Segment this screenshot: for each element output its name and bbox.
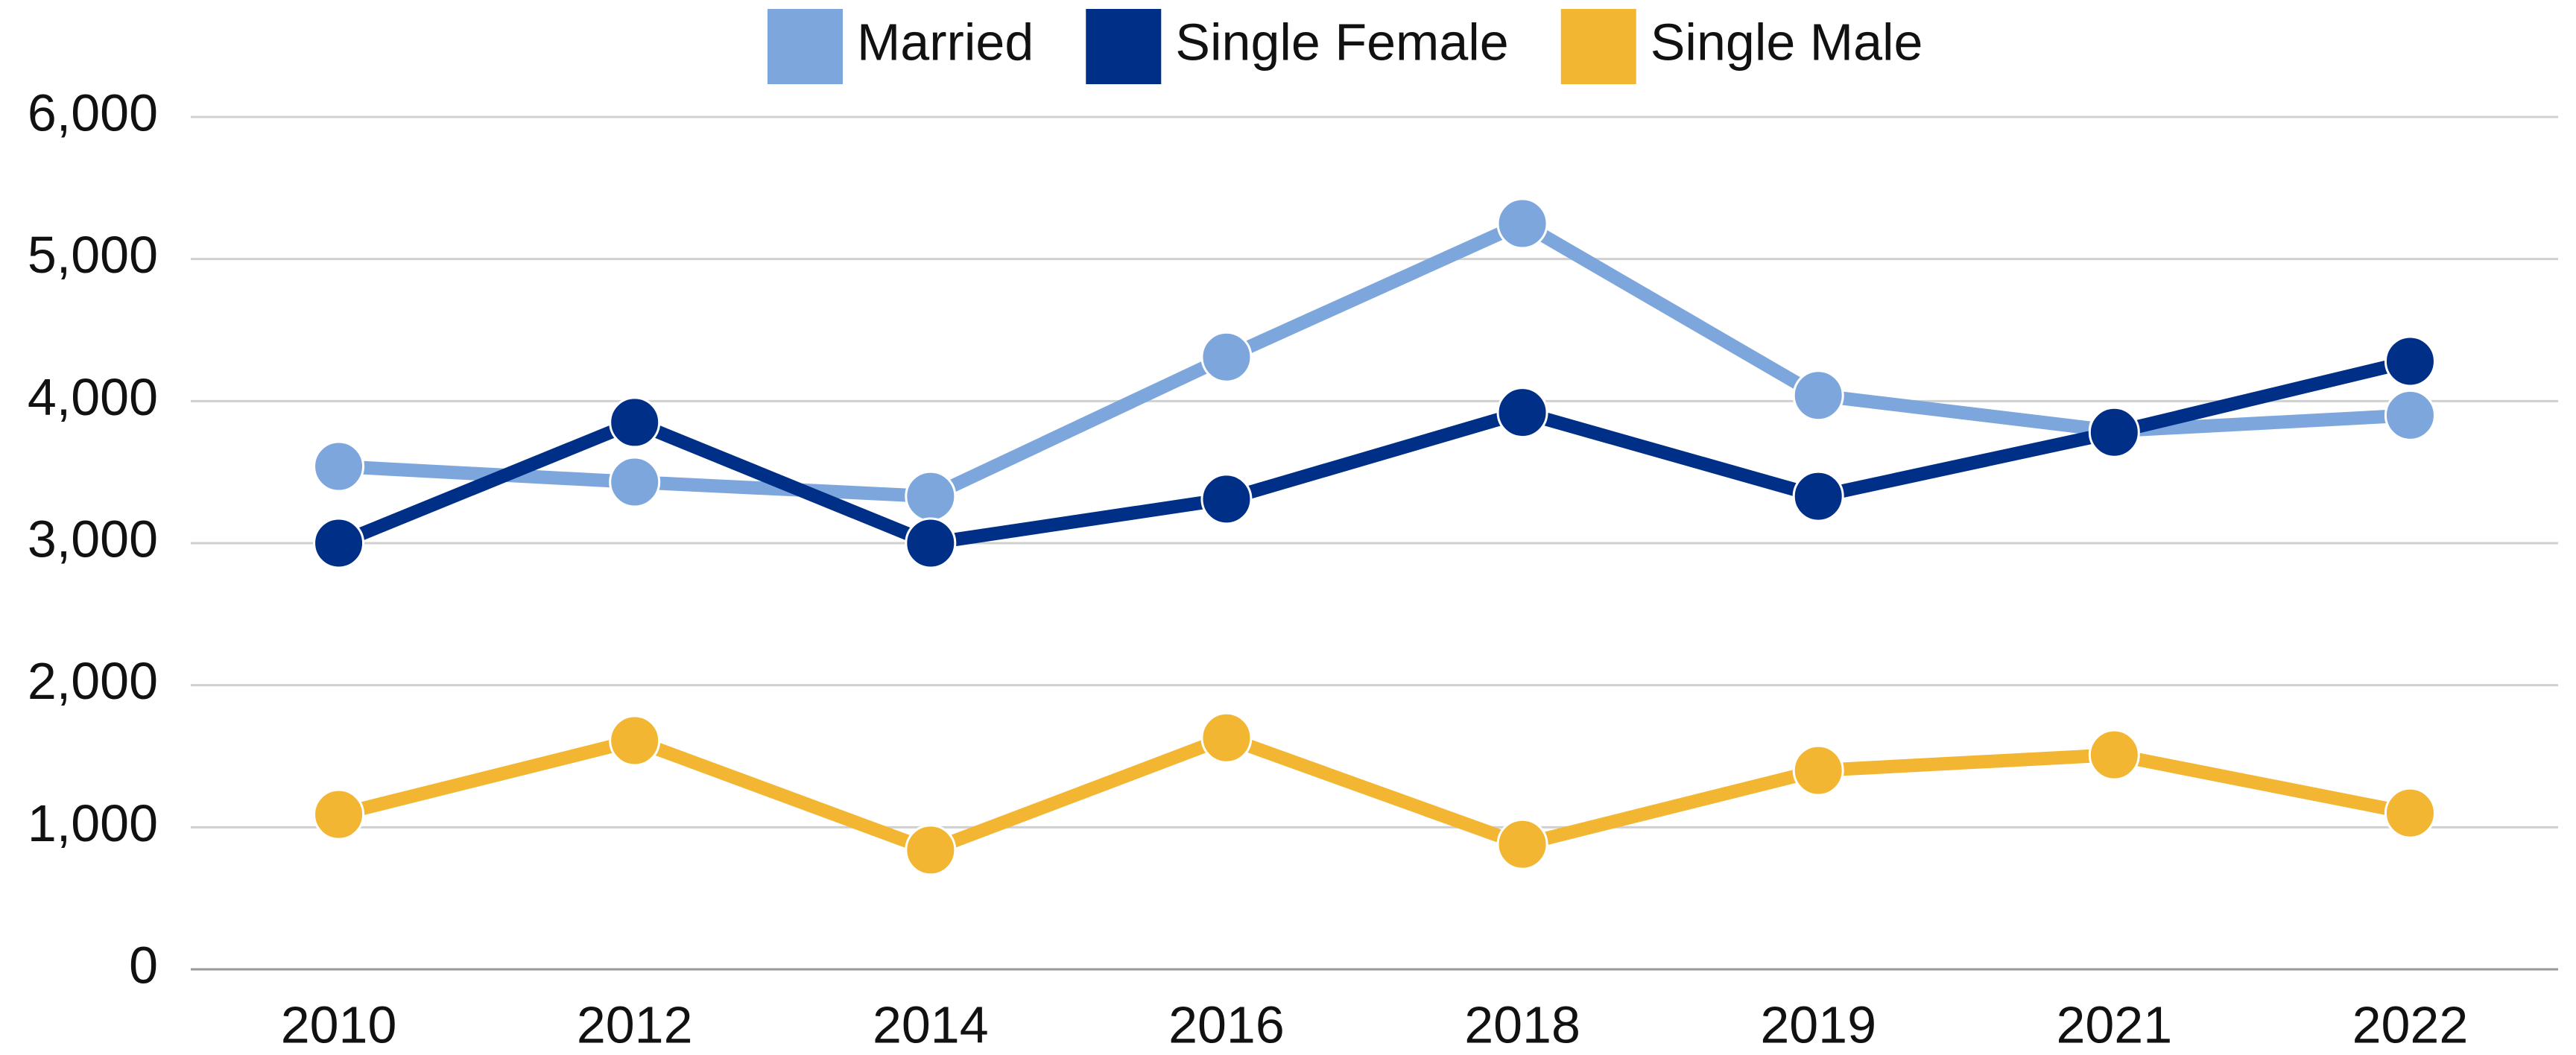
data-point [905, 470, 957, 522]
data-point [609, 396, 661, 449]
x-tick-label: 2021 [2056, 995, 2172, 1054]
data-point [1200, 712, 1253, 764]
x-tick-label: 2019 [1760, 995, 1876, 1054]
data-point [905, 517, 957, 569]
y-tick-label: 3,000 [28, 510, 158, 568]
legend-swatch [1086, 9, 1162, 84]
x-tick-label: 2018 [1464, 995, 1580, 1054]
y-tick-label: 6,000 [28, 83, 158, 142]
x-tick-label: 2016 [1168, 995, 1285, 1054]
x-tick-label: 2022 [2352, 995, 2469, 1054]
data-point [905, 824, 957, 876]
series-line [336, 355, 2412, 550]
legend-swatch [1560, 9, 1636, 84]
x-tick-label: 2014 [873, 995, 989, 1054]
data-point [313, 517, 365, 569]
y-tick-label: 2,000 [28, 652, 158, 710]
data-point [1496, 197, 1548, 250]
data-point [1200, 331, 1253, 383]
data-point [313, 440, 365, 492]
data-point [2088, 406, 2140, 458]
series-line [338, 217, 2411, 504]
data-point [313, 788, 365, 840]
legend-label: Single Male [1651, 13, 1923, 71]
y-tick-label: 4,000 [28, 368, 158, 426]
data-point [2384, 389, 2436, 441]
series-line [337, 731, 2412, 857]
x-tick-label: 2012 [577, 995, 693, 1054]
y-tick-label: 5,000 [28, 226, 158, 284]
y-tick-label: 0 [129, 936, 158, 994]
data-point [1792, 744, 1844, 796]
data-point [1792, 370, 1844, 422]
data-point [609, 715, 661, 767]
data-point [2088, 729, 2140, 781]
data-point [1496, 387, 1548, 439]
data-point [1792, 470, 1844, 522]
legend-swatch [768, 9, 843, 84]
data-point [2384, 335, 2436, 387]
data-point [609, 456, 661, 508]
y-tick-label: 1,000 [28, 794, 158, 852]
data-point [2384, 787, 2436, 839]
legend-label: Married [857, 13, 1034, 71]
data-point [1200, 473, 1253, 525]
data-point [1496, 818, 1548, 870]
legend-label: Single Female [1175, 13, 1508, 71]
x-tick-label: 2010 [281, 995, 397, 1054]
